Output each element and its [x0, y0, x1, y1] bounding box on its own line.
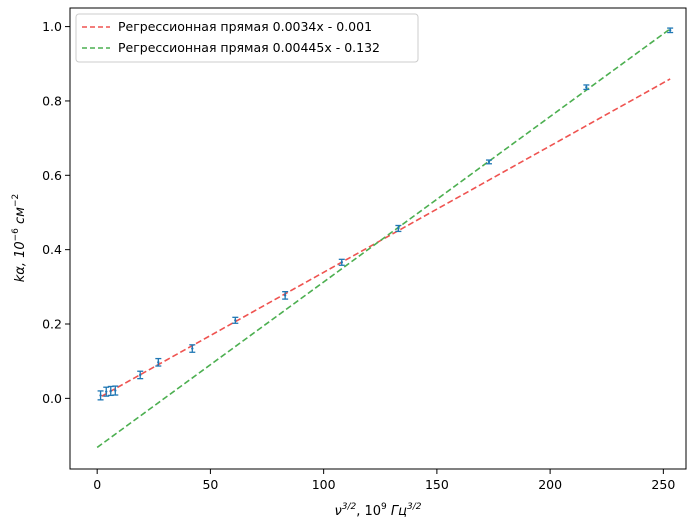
- point-marker: [668, 29, 672, 32]
- point-marker: [191, 347, 194, 350]
- x-axis-label-base: ν: [334, 504, 341, 519]
- x-axis-label-sup3: 3/2: [407, 502, 422, 512]
- regression-lines: [96, 28, 671, 449]
- data-point: [103, 386, 110, 397]
- y-tick-label: 0.8: [42, 93, 62, 108]
- plot-background: [70, 8, 686, 469]
- point-marker: [585, 85, 588, 89]
- plot-frame: [69, 7, 687, 470]
- y-axis-label-sup2: −2: [11, 194, 21, 207]
- point-marker: [139, 373, 142, 377]
- x-axis-label: ν3/2, 109 Гц3/2: [334, 502, 421, 519]
- data-point: [97, 390, 104, 401]
- y-tick-label: 0.4: [42, 242, 62, 257]
- y-axis-label: kα, 10−6 см−2: [11, 194, 28, 283]
- data-point: [583, 84, 590, 91]
- x-tick-label: 200: [538, 477, 562, 492]
- legend-label-red: Регрессионная прямая 0.0034x - 0.001: [118, 19, 372, 34]
- data-point: [232, 316, 239, 324]
- data-point: [282, 291, 289, 300]
- regression-line-1: [101, 78, 671, 397]
- y-axis-label-unit: см: [13, 207, 28, 228]
- y-tick-label: 0.0: [42, 391, 62, 406]
- x-axis-label-unit: Гц: [387, 504, 407, 519]
- point-marker: [487, 160, 491, 164]
- data-point: [155, 357, 162, 367]
- point-marker: [283, 294, 287, 297]
- data-points: [97, 27, 674, 401]
- data-point: [338, 258, 345, 266]
- x-tick-label: 0: [93, 477, 101, 492]
- point-marker: [397, 227, 400, 230]
- x-tick-label: 50: [202, 477, 218, 492]
- x-axis-label-sup: 3/2: [342, 502, 357, 512]
- y-axis-label-sup: −6: [11, 228, 21, 242]
- legend: Регрессионная прямая 0.0034x - 0.001 Рег…: [75, 13, 419, 63]
- data-point: [137, 370, 144, 380]
- y-tick-label: 0.2: [42, 317, 62, 332]
- point-marker: [109, 389, 112, 393]
- y-tick-label: 1.0: [42, 19, 62, 34]
- x-tick-label: 250: [651, 477, 675, 492]
- point-marker: [157, 361, 160, 364]
- data-point: [485, 159, 492, 165]
- point-marker: [105, 390, 108, 393]
- regression-line-2: [96, 28, 671, 449]
- point-marker: [234, 319, 237, 322]
- data-point: [112, 385, 119, 396]
- y-axis-ticks: 0.0 0.2 0.4 0.6 0.8 1.0: [42, 19, 70, 406]
- data-point: [667, 27, 674, 34]
- point-marker: [99, 394, 102, 397]
- x-axis-label-mid: , 10: [356, 504, 381, 519]
- x-axis-label-sup2: 9: [381, 502, 387, 512]
- point-marker: [340, 261, 343, 264]
- x-tick-label: 100: [312, 477, 336, 492]
- x-axis-ticks: 0 50 100 150 200 250: [93, 469, 675, 492]
- legend-box: [75, 13, 419, 63]
- y-tick-label: 0.6: [42, 168, 62, 183]
- x-tick-label: 150: [425, 477, 449, 492]
- legend-label-green: Регрессионная прямая 0.00445x - 0.132: [118, 40, 380, 55]
- point-marker: [114, 389, 117, 392]
- data-point: [189, 344, 196, 353]
- data-point: [395, 224, 402, 233]
- y-axis-label-base: kα, 10: [13, 241, 28, 282]
